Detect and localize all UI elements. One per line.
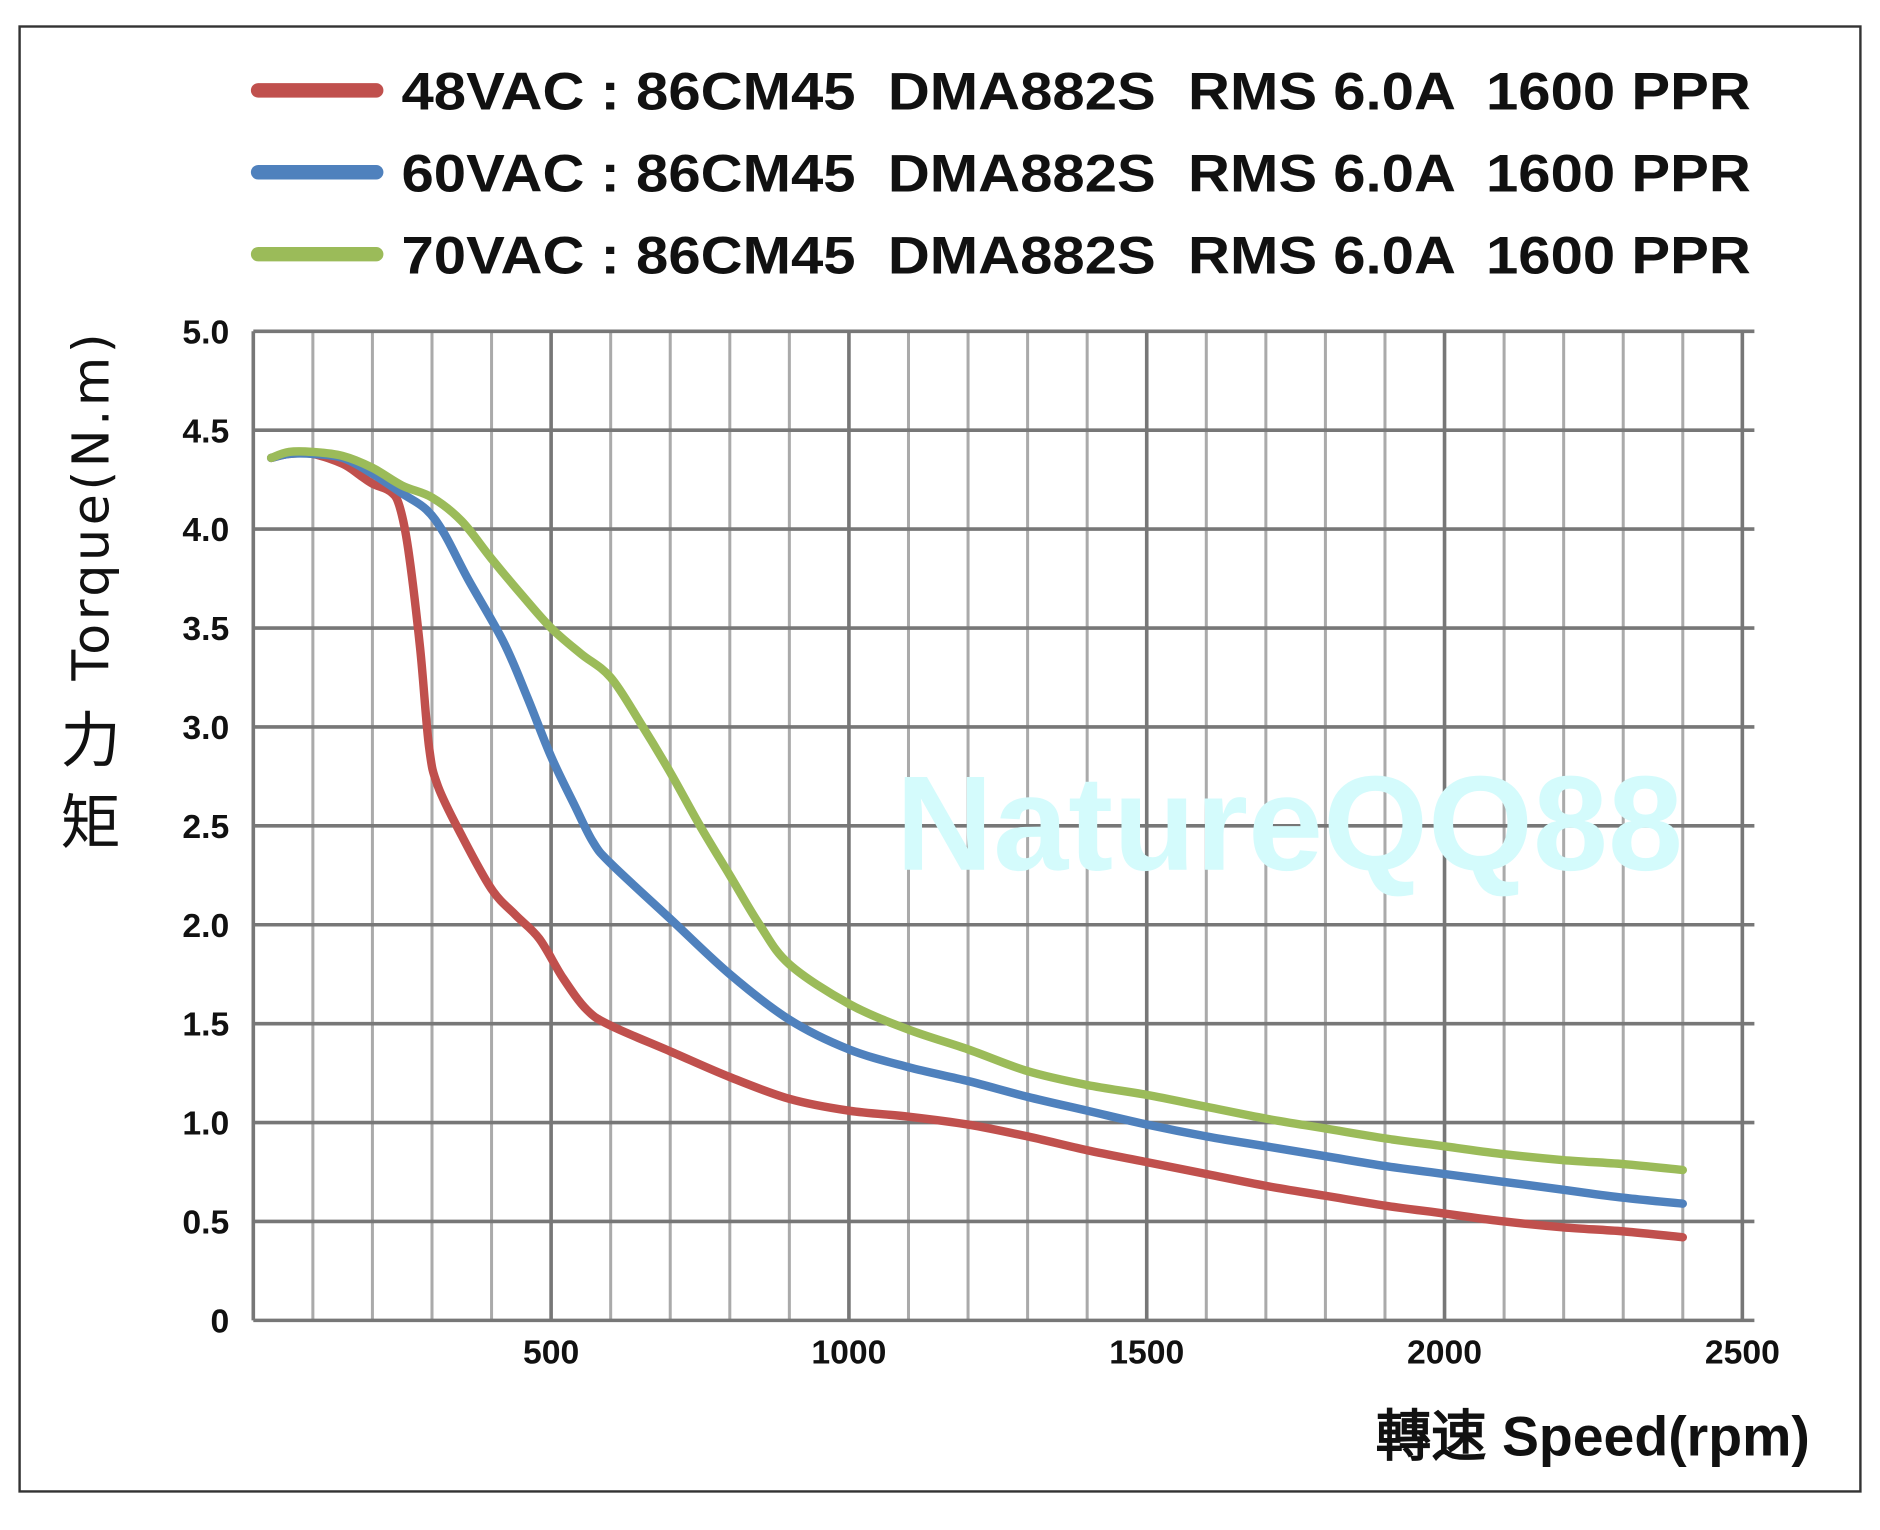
y-tick-label: 0 — [210, 1302, 229, 1340]
x-tick-label: 500 — [523, 1334, 579, 1372]
series-line-0 — [266, 448, 1688, 1242]
x-axis-label: 轉速 Speed(rpm) — [1376, 1405, 1810, 1467]
legend-label-1: 60VAC : 86CM45 DMA882S RMS 6.0A 1600 PPR — [401, 145, 1750, 204]
y-tick-label: 5.0 — [182, 313, 229, 351]
y-tick-label: 2.0 — [182, 907, 229, 945]
legend: 48VAC : 86CM45 DMA882S RMS 6.0A 1600 PPR… — [250, 63, 1751, 285]
series-group — [266, 447, 1688, 1242]
x-tick-labels: 500 1000 1500 2000 2500 — [523, 1334, 1780, 1372]
chart-frame — [18, 25, 1862, 1493]
y-tick-label: 1.5 — [182, 1006, 229, 1044]
x-tick-label: 2000 — [1407, 1334, 1482, 1372]
grid — [251, 329, 1755, 1323]
y-tick-label: 4.5 — [182, 412, 229, 450]
y-tick-label: 0.5 — [182, 1204, 229, 1242]
y-tick-label: 4.0 — [182, 511, 229, 549]
series-line-2 — [266, 447, 1688, 1175]
x-tick-label: 2500 — [1705, 1334, 1780, 1372]
legend-label-2: 70VAC : 86CM45 DMA882S RMS 6.0A 1600 PPR — [401, 226, 1750, 285]
legend-label-0: 48VAC : 86CM45 DMA882S RMS 6.0A 1600 PPR — [401, 63, 1750, 122]
y-axis-label-zh-2: 矩 — [61, 788, 121, 858]
y-tick-labels: 0 0.5 1.0 1.5 2.0 2.5 3.0 3.5 4.0 4.5 5.0 — [182, 313, 229, 1340]
y-tick-label: 3.5 — [182, 610, 229, 648]
y-axis-label-zh-1: 力 — [61, 706, 121, 776]
watermark: NatureQQ88 — [896, 748, 1683, 899]
series-line-1 — [266, 449, 1688, 1208]
y-axis-label: Torque(N.m) — [62, 330, 121, 682]
x-tick-label: 1000 — [811, 1334, 886, 1372]
y-tick-label: 1.0 — [182, 1105, 229, 1143]
y-tick-label: 2.5 — [182, 808, 229, 846]
x-tick-label: 1500 — [1109, 1334, 1184, 1372]
y-tick-label: 3.0 — [182, 709, 229, 747]
